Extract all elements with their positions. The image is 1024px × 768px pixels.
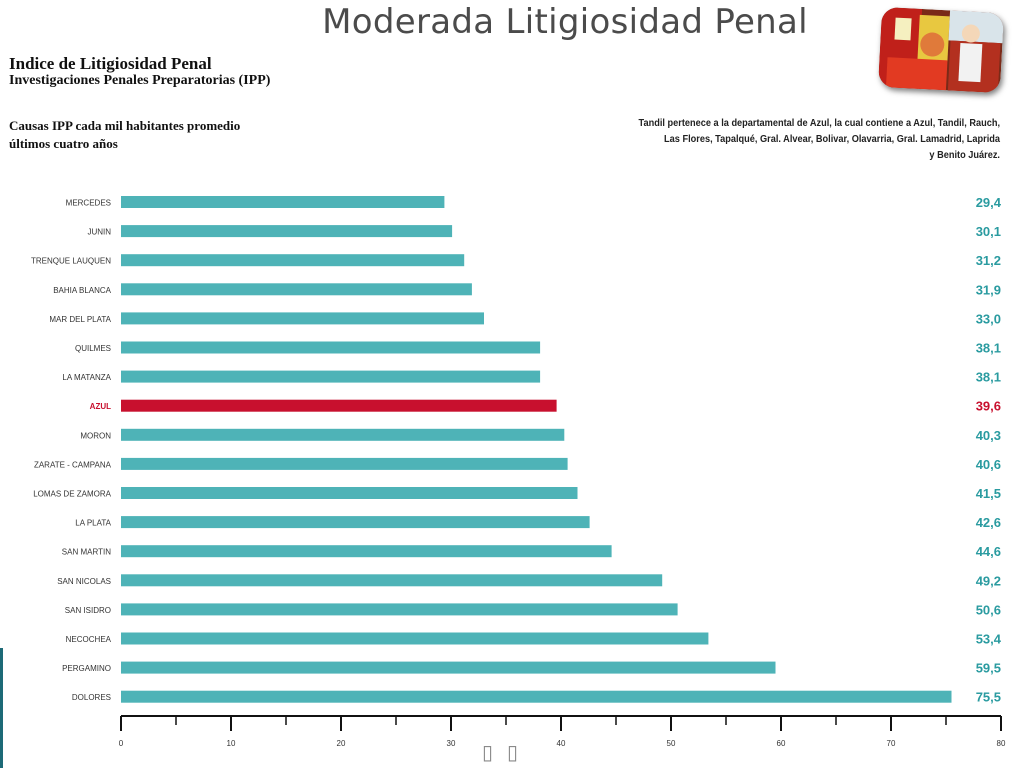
value-label: 42,6 — [976, 515, 1001, 530]
x-tick-label: 40 — [557, 739, 566, 748]
category-label: SAN ISIDRO — [65, 606, 111, 615]
value-label: 59,5 — [976, 661, 1001, 676]
bar — [121, 574, 663, 587]
category-label: LA PLATA — [75, 519, 111, 528]
category-label: DOLORES — [72, 693, 111, 702]
nav-next-icon[interactable]: ▯ — [507, 740, 533, 764]
category-label: LOMAS DE ZAMORA — [33, 490, 111, 499]
bar — [121, 341, 541, 354]
value-label: 38,1 — [976, 341, 1001, 356]
category-label: SAN NICOLAS — [57, 577, 111, 586]
value-label: 31,2 — [976, 253, 1001, 268]
category-label: AZUL — [90, 402, 111, 411]
x-tick-label: 10 — [227, 739, 236, 748]
bar — [121, 283, 472, 296]
bar — [121, 312, 484, 325]
category-label: SAN MARTIN — [62, 548, 111, 557]
value-label: 75,5 — [976, 690, 1001, 705]
category-label: QUILMES — [75, 344, 111, 353]
category-label: TRENQUE LAUQUEN — [31, 257, 111, 266]
chart-note-line: y Benito Juárez. — [929, 150, 1000, 161]
market-photo-graphic — [877, 6, 1005, 94]
value-label: 39,6 — [976, 399, 1001, 414]
bar — [121, 225, 453, 238]
x-tick-label: 70 — [887, 739, 896, 748]
value-label: 53,4 — [976, 632, 1002, 647]
category-label: BAHIA BLANCA — [53, 286, 111, 295]
category-label: ZARATE - CAMPANA — [34, 460, 112, 469]
x-tick-label: 20 — [337, 739, 346, 748]
value-label: 41,5 — [976, 486, 1001, 501]
category-label: JUNIN — [87, 228, 111, 237]
chart-note-line: Las Flores, Tapalqué, Gral. Alvear, Boli… — [664, 134, 1000, 145]
bar — [121, 690, 952, 703]
nav-prev-icon[interactable]: ▯ — [482, 740, 508, 764]
chart-note-line: Tandil pertenece a la departamental de A… — [638, 118, 1000, 129]
chart-subtitle: Investigaciones Penales Preparatorias (I… — [9, 73, 271, 88]
category-label: LA MATANZA — [62, 373, 111, 382]
x-tick-label: 80 — [997, 739, 1006, 748]
bar — [121, 370, 541, 383]
value-label: 38,1 — [976, 370, 1001, 385]
category-label: PERGAMINO — [62, 664, 111, 673]
slide-title: Moderada Litigiosidad Penal — [322, 2, 808, 42]
value-label: 44,6 — [976, 544, 1001, 559]
category-label: MERCEDES — [66, 199, 111, 208]
bar — [121, 603, 678, 616]
value-label: 40,3 — [976, 428, 1001, 443]
value-label: 30,1 — [976, 224, 1001, 239]
bar — [121, 254, 465, 267]
category-label: MAR DEL PLATA — [49, 315, 111, 324]
category-label: NECOCHEA — [66, 635, 112, 644]
market-photo — [877, 6, 1005, 94]
chart-title: Indice de Litigiosidad Penal — [9, 54, 212, 73]
x-tick-label: 30 — [447, 739, 456, 748]
bar — [121, 487, 578, 499]
category-label: MORON — [80, 431, 111, 440]
bar — [121, 545, 612, 558]
value-label: 50,6 — [976, 602, 1001, 617]
bar — [121, 661, 776, 674]
bar — [121, 399, 557, 412]
bar — [121, 196, 445, 208]
x-tick-label: 50 — [667, 739, 676, 748]
bar — [121, 428, 565, 441]
bar — [121, 457, 568, 470]
chart-y-label: Causas IPP cada mil habitantes promedio … — [9, 118, 241, 151]
slide-edge-accent — [0, 648, 3, 768]
value-label: 33,0 — [976, 311, 1001, 326]
slide-nav: ▯▯ — [482, 740, 532, 764]
x-tick-label: 60 — [777, 739, 786, 748]
value-label: 40,6 — [976, 457, 1001, 472]
bar — [121, 516, 590, 529]
x-tick-label: 0 — [119, 739, 124, 748]
value-label: 29,4 — [976, 195, 1002, 210]
value-label: 49,2 — [976, 573, 1001, 588]
bar — [121, 632, 709, 645]
value-label: 31,9 — [976, 282, 1001, 297]
chart-note: Tandil pertenece a la departamental de A… — [614, 116, 1000, 164]
